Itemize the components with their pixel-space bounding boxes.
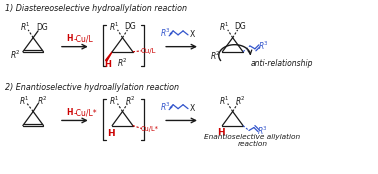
Text: 2) Enantioselective hydroallylation reaction: 2) Enantioselective hydroallylation reac… bbox=[5, 83, 180, 92]
Text: $R^3$: $R^3$ bbox=[257, 124, 268, 137]
Text: X: X bbox=[189, 30, 195, 39]
Text: Enantioselective allylation
reaction: Enantioselective allylation reaction bbox=[204, 134, 301, 147]
Text: $R^1$: $R^1$ bbox=[109, 21, 120, 33]
Text: DG: DG bbox=[125, 22, 136, 31]
Text: H: H bbox=[218, 128, 225, 137]
Text: $R^1$: $R^1$ bbox=[219, 94, 230, 107]
Text: H: H bbox=[107, 129, 115, 138]
Polygon shape bbox=[105, 52, 112, 61]
Text: DG: DG bbox=[235, 22, 246, 31]
Text: Cu/L: Cu/L bbox=[141, 48, 156, 54]
Text: -Cu/L*: -Cu/L* bbox=[74, 108, 98, 117]
Text: $R^1$: $R^1$ bbox=[19, 94, 29, 107]
Text: $R^2$: $R^2$ bbox=[11, 49, 21, 61]
Text: $R^2$: $R^2$ bbox=[117, 56, 128, 69]
Text: $R^3$: $R^3$ bbox=[160, 27, 171, 39]
Text: X: X bbox=[189, 104, 195, 113]
Text: Cu/L*: Cu/L* bbox=[141, 125, 159, 132]
Text: -Cu/L: -Cu/L bbox=[74, 34, 94, 43]
Text: anti-relationship: anti-relationship bbox=[251, 59, 313, 68]
Text: DG: DG bbox=[36, 23, 48, 32]
Text: $R^1$: $R^1$ bbox=[20, 21, 31, 33]
Text: $R^2$: $R^2$ bbox=[37, 94, 48, 107]
Text: $R^3$: $R^3$ bbox=[258, 40, 270, 52]
Text: $R^3$: $R^3$ bbox=[160, 100, 171, 113]
Text: H: H bbox=[67, 34, 73, 43]
Text: 1) Diastereoselective hydroallylation reaction: 1) Diastereoselective hydroallylation re… bbox=[5, 4, 187, 13]
Text: $R^1$: $R^1$ bbox=[109, 94, 120, 107]
Text: H: H bbox=[104, 60, 111, 69]
Text: $R^2$: $R^2$ bbox=[125, 94, 136, 107]
Text: $R^1$: $R^1$ bbox=[219, 21, 230, 33]
Text: $R^2$: $R^2$ bbox=[235, 94, 246, 107]
Text: $R^2$: $R^2$ bbox=[210, 50, 221, 62]
Text: H: H bbox=[67, 108, 73, 117]
